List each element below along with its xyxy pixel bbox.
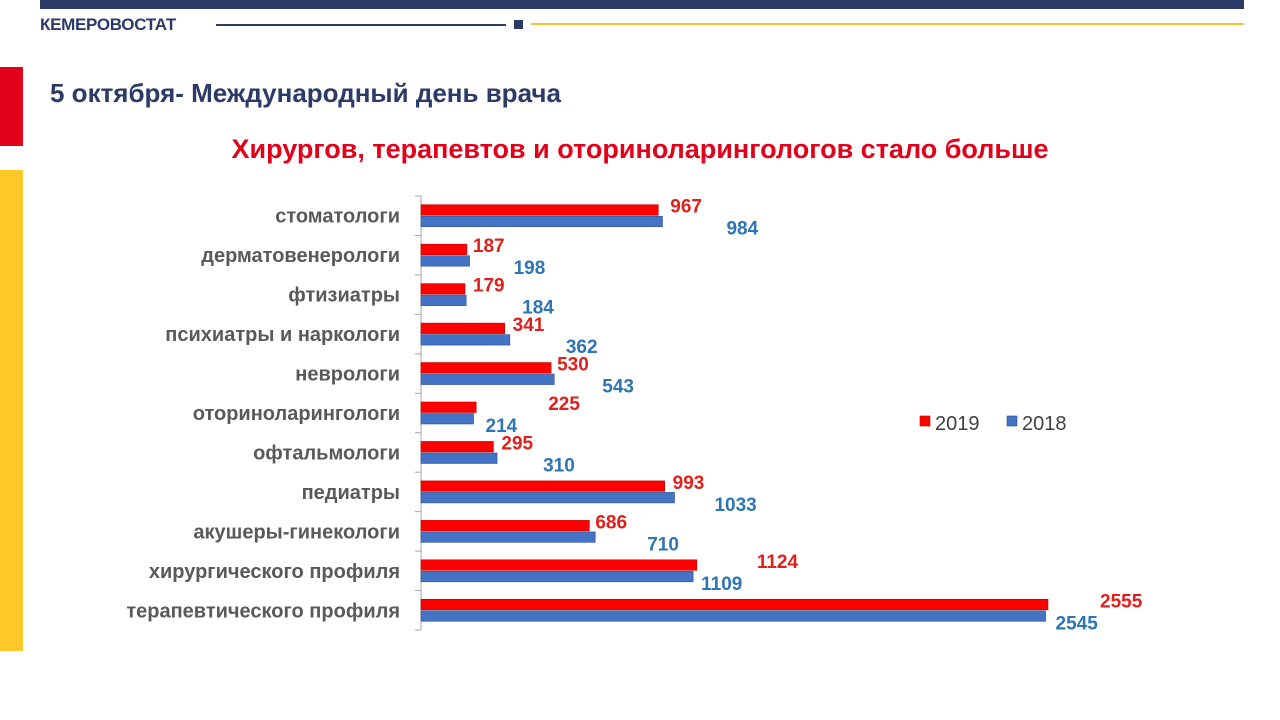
bar-2019 (420, 322, 505, 334)
data-label-2019: 2555 (1100, 591, 1143, 612)
bar-2019 (420, 243, 468, 255)
bar-2018 (420, 294, 467, 306)
data-label-2019: 179 (473, 276, 505, 297)
data-label-2019: 530 (557, 355, 589, 376)
data-label-2018: 362 (566, 337, 598, 358)
bar-2018 (420, 610, 1046, 622)
bar-2019 (420, 283, 466, 295)
brand-logo-text: КЕМЕРОВОСТАТ (40, 15, 177, 34)
bar-2018 (420, 413, 474, 425)
data-label-2018: 310 (543, 455, 575, 476)
category-label: психиатры и наркологи (165, 324, 400, 346)
category-label: хирургического профиля (149, 561, 400, 583)
bar-2018 (420, 452, 498, 464)
data-label-2018: 710 (647, 534, 679, 555)
bar-2018 (420, 492, 675, 504)
data-label-2019: 225 (548, 394, 580, 415)
data-label-2018: 1033 (714, 495, 756, 516)
data-label-2018: 184 (522, 298, 554, 319)
data-label-2019: 686 (595, 512, 627, 533)
bar-2019 (420, 559, 698, 571)
bar-2019 (420, 362, 552, 374)
category-label: терапевтического профиля (126, 600, 400, 622)
category-label: педиатры (302, 482, 400, 504)
bar-2018 (420, 334, 511, 346)
data-label-2019: 993 (673, 473, 705, 494)
data-label-2018: 984 (726, 219, 758, 240)
data-label-2018: 2545 (1056, 613, 1099, 634)
plot-area: стоматологи 967 984 дерматовенерологи 187 198… (126, 195, 1143, 634)
data-label-2019: 187 (473, 236, 505, 257)
bar-2019 (420, 441, 494, 453)
bar-2019 (420, 598, 1049, 611)
header-rule-gold (531, 23, 1244, 25)
data-label-2018: 214 (486, 416, 518, 437)
legend-label-2019: 2019 (935, 413, 980, 435)
bar-2018 (420, 531, 596, 543)
category-label: неврологи (295, 364, 400, 386)
data-label-2019: 341 (513, 315, 545, 336)
category-label: акушеры-гинекологи (193, 521, 400, 543)
bar-2018 (420, 571, 694, 583)
bar-2019 (420, 204, 659, 216)
side-accent-red (0, 67, 23, 146)
data-label-2018: 1109 (701, 574, 742, 595)
chart-title: Хирургов, терапевтов и оториноларинголог… (231, 134, 1048, 164)
header-rule-square (514, 20, 523, 29)
category-label: оториноларингологи (193, 403, 400, 425)
data-label-2019: 967 (670, 197, 702, 218)
header-rule-dark (216, 24, 506, 26)
category-label: фтизиатры (288, 285, 400, 307)
category-label: дерматовенерологи (201, 245, 400, 267)
data-label-2019: 295 (501, 433, 533, 454)
data-label-2018: 543 (602, 377, 634, 398)
data-label-2019: 1124 (757, 552, 799, 573)
legend-label-2018: 2018 (1022, 413, 1067, 435)
side-accent-gold (0, 170, 23, 651)
category-label: стоматологи (275, 206, 400, 228)
legend-swatch-2019 (919, 415, 931, 427)
bar-2018 (420, 215, 663, 228)
legend: 2019 2018 (919, 413, 1067, 435)
data-label-2018: 198 (514, 258, 546, 279)
bar-2018 (420, 255, 470, 267)
bar-2019 (420, 520, 590, 532)
bar-2019 (420, 401, 477, 413)
category-label: офтальмологи (253, 442, 400, 464)
legend-swatch-2018 (1006, 415, 1018, 427)
top-band (40, 0, 1244, 9)
bar-2018 (420, 373, 555, 385)
page-heading: 5 октября- Международный день врача (50, 78, 561, 108)
bar-2019 (420, 480, 665, 492)
